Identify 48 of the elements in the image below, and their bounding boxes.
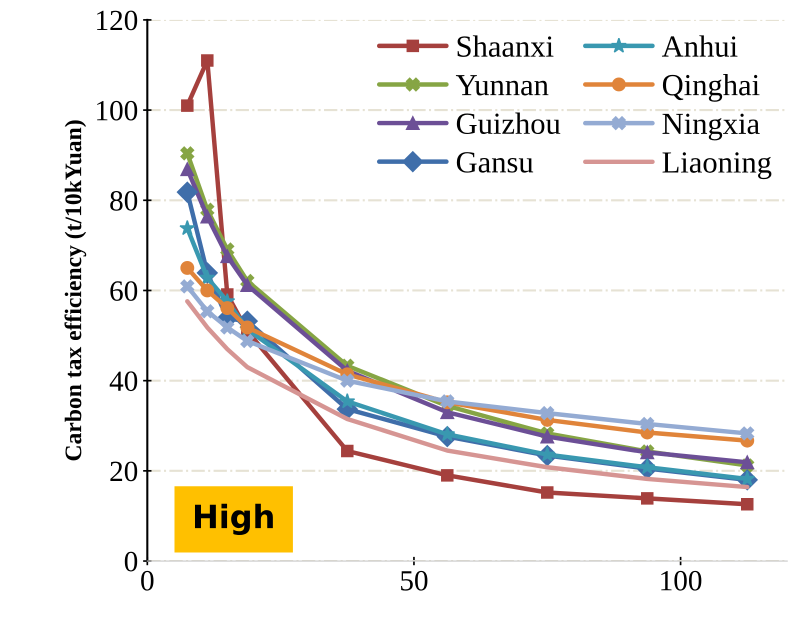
x-tick-label: 50 — [401, 570, 428, 591]
point — [200, 304, 214, 318]
x-tick-label: 0 — [141, 570, 154, 591]
point — [220, 320, 234, 334]
legend-label: Ningxia — [662, 114, 760, 140]
legend-label: Gansu — [456, 152, 534, 173]
legend-label: Anhui — [662, 35, 738, 57]
point — [441, 469, 454, 482]
point — [339, 393, 356, 408]
annotation: High — [194, 504, 273, 535]
legend-label: Qinghai — [662, 74, 760, 102]
y-tick-label: 100 — [97, 100, 138, 120]
y-tick-label: 60 — [110, 281, 138, 301]
y-tick-label: 0 — [124, 552, 138, 572]
point — [740, 426, 754, 440]
point — [179, 220, 196, 236]
y-tick-label: 40 — [110, 371, 138, 392]
y-tick-label: 80 — [110, 191, 138, 211]
point — [741, 498, 754, 510]
point — [180, 260, 194, 275]
point — [180, 279, 194, 294]
point — [340, 374, 354, 388]
point — [220, 249, 234, 264]
point — [540, 430, 554, 444]
y-axis-title: Carbon tax efficiency (t/10kYuan) — [64, 120, 86, 460]
point — [541, 486, 554, 499]
y-tick-label: 20 — [110, 462, 138, 482]
point — [640, 417, 654, 431]
legend-label: Guizhou — [456, 112, 560, 134]
point — [181, 99, 194, 112]
point — [176, 182, 198, 203]
point — [200, 210, 214, 224]
point — [341, 444, 354, 458]
point — [540, 406, 554, 420]
legend-label: Liaoning — [662, 152, 772, 180]
point — [180, 146, 194, 160]
point — [639, 458, 656, 474]
point — [220, 301, 234, 316]
point — [200, 284, 214, 298]
legend-label: Yunnan — [456, 75, 548, 96]
point — [240, 334, 254, 348]
point — [180, 162, 194, 176]
x-tick-label: 100 — [661, 570, 702, 591]
legend-label: Shaanxi — [458, 35, 554, 57]
point — [740, 455, 754, 470]
y-tick-label: 120 — [97, 10, 138, 30]
point — [641, 492, 654, 505]
point — [201, 54, 214, 67]
